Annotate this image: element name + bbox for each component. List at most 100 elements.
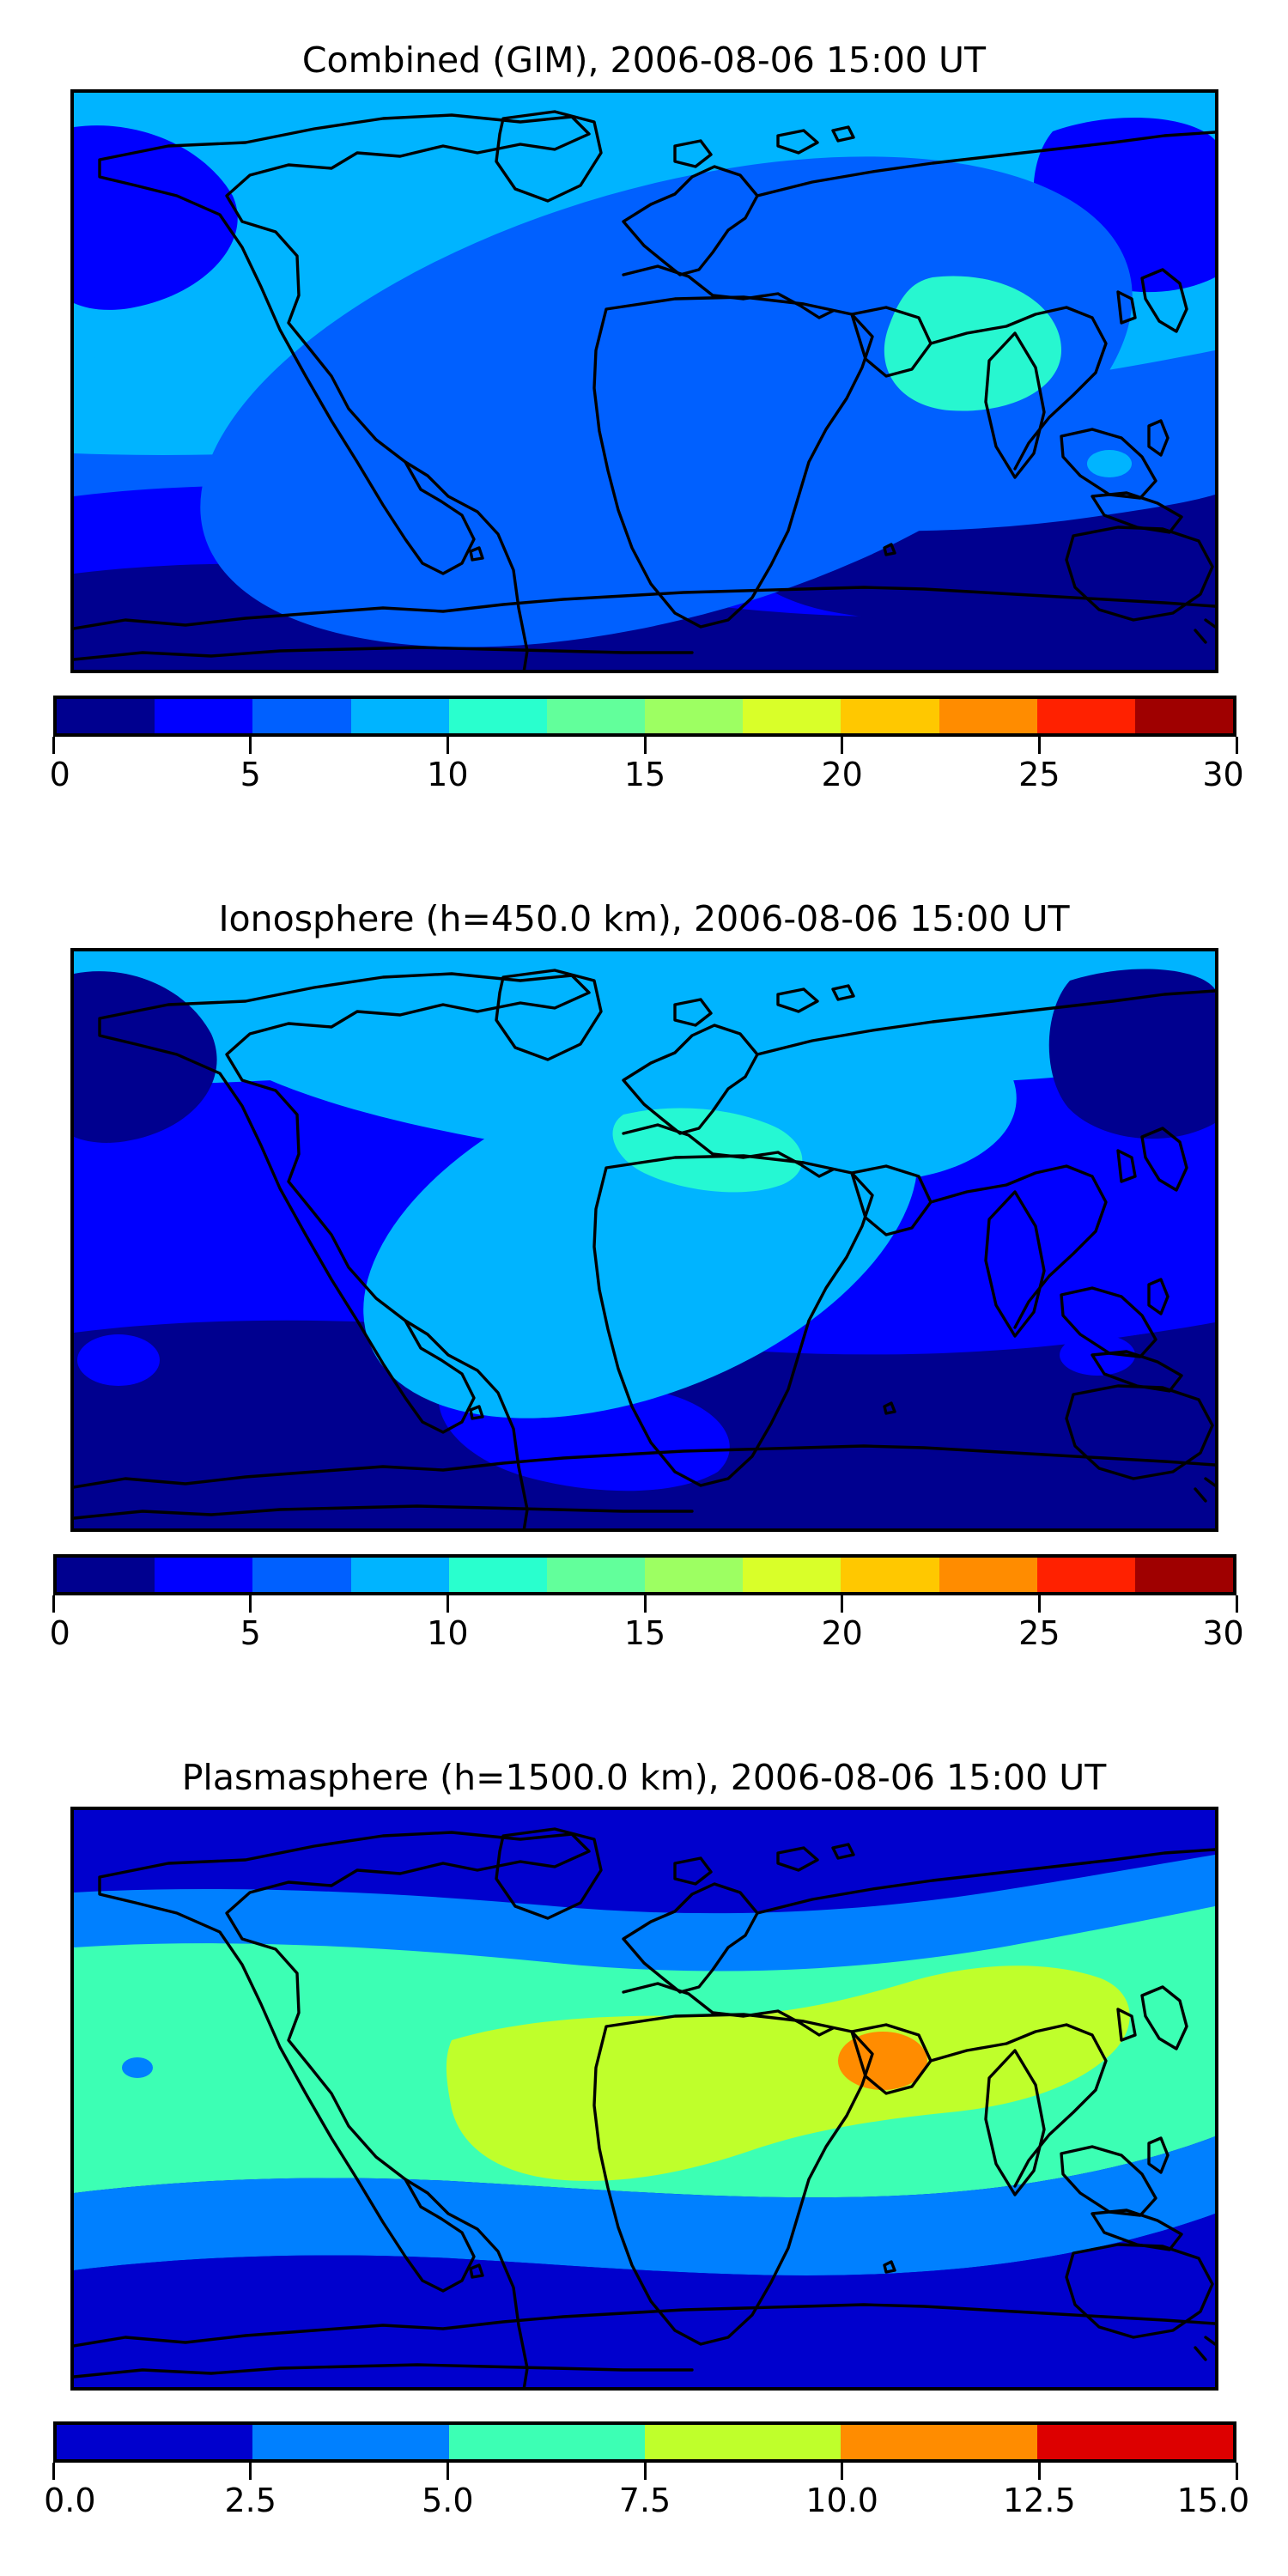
map-ionosphere (70, 948, 1218, 1532)
colorbar-swatch-4 (448, 699, 547, 733)
colorbar-swatch-11 (1134, 699, 1234, 733)
colorbar-swatch-10 (1036, 1558, 1135, 1592)
panel-ionosphere: Ionosphere (h=450.0 km), 2006-08-06 15:0… (0, 898, 1288, 1653)
contour-map-ionosphere (74, 951, 1215, 1528)
colorbar-combined-tick-labels: 0 5 10 15 20 25 30 (49, 756, 1244, 799)
colorbar-swatch-0 (57, 699, 155, 733)
colorbar-swatch-1 (155, 1558, 253, 1592)
colorbar-tick-label-6: 15.0 (1176, 2482, 1250, 2519)
colorbar-combined-swatches (53, 696, 1236, 737)
panel-title-combined: Combined (GIM), 2006-08-06 15:00 UT (301, 39, 987, 81)
coastlines (74, 110, 1215, 670)
colorbar-tick-label-0: 0.0 (44, 2482, 96, 2519)
colorbar-tick-0 (52, 737, 55, 754)
colorbar-swatch-2 (252, 699, 351, 733)
colorbar-tick-5 (1037, 737, 1041, 754)
colorbar-swatch-1 (155, 699, 253, 733)
colorbar-tick-2 (446, 2463, 449, 2480)
colorbar-swatch-6 (645, 1558, 744, 1592)
colorbar-tick-label-6: 30 (1202, 1614, 1244, 1652)
panel-title-ionosphere: Ionosphere (h=450.0 km), 2006-08-06 15:0… (218, 898, 1070, 939)
colorbar-swatch-7 (743, 1558, 841, 1592)
contour-map-plasmasphere (74, 1810, 1215, 2387)
colorbar-swatch-5 (1036, 2425, 1233, 2459)
colorbar-swatch-5 (546, 1558, 646, 1592)
colorbar-swatch-2 (252, 1558, 351, 1592)
colorbar-swatch-3 (350, 699, 449, 733)
colorbar-swatch-0 (57, 2425, 253, 2459)
colorbar-swatch-0 (57, 1558, 155, 1592)
colorbar-tick-label-1: 2.5 (224, 2482, 276, 2519)
colorbar-ionosphere: 0 5 10 15 20 25 30 (49, 1554, 1244, 1657)
colorbar-swatch-6 (645, 699, 744, 733)
colorbar-swatch-10 (1036, 699, 1135, 733)
colorbar-tick-label-4: 20 (821, 756, 863, 793)
colorbar-swatch-3 (350, 1558, 449, 1592)
colorbar-tick-3 (643, 2463, 647, 2480)
colorbar-tick-0 (52, 2463, 55, 2480)
colorbar-tick-label-4: 20 (821, 1614, 863, 1652)
colorbar-tick-label-4: 10.0 (805, 2482, 878, 2519)
colorbar-plasmasphere: 0.0 2.5 5.0 7.5 10.0 12.5 15.0 (44, 2421, 1249, 2524)
colorbar-swatch-3 (644, 2425, 841, 2459)
colorbar-tick-label-3: 7.5 (618, 2482, 671, 2519)
colorbar-tick-label-0: 0 (49, 1614, 70, 1652)
map-plasmasphere (70, 1807, 1218, 2391)
colorbar-tick-2 (446, 737, 449, 754)
colorbar-swatch-9 (939, 1558, 1037, 1592)
colorbar-tick-1 (249, 1595, 252, 1613)
panel-combined: Combined (GIM), 2006-08-06 15:00 UT (0, 39, 1288, 794)
colorbar-plasmasphere-tick-labels: 0.0 2.5 5.0 7.5 10.0 12.5 15.0 (44, 2482, 1249, 2524)
colorbar-tick-label-5: 25 (1018, 756, 1060, 793)
colorbar-ionosphere-ticks (52, 1595, 1238, 1614)
colorbar-tick-label-5: 12.5 (1003, 2482, 1076, 2519)
colorbar-tick-1 (249, 737, 252, 754)
colorbar-swatch-4 (841, 2425, 1037, 2459)
colorbar-tick-3 (643, 737, 647, 754)
colorbar-swatch-7 (743, 699, 841, 733)
colorbar-tick-0 (52, 1595, 55, 1613)
colorbar-swatch-8 (841, 699, 939, 733)
coastlines (74, 1827, 1215, 2387)
colorbar-ionosphere-swatches (53, 1554, 1236, 1595)
panel-title-plasmasphere: Plasmasphere (h=1500.0 km), 2006-08-06 1… (181, 1757, 1107, 1798)
colorbar-swatch-9 (939, 699, 1037, 733)
colorbar-swatch-5 (546, 699, 646, 733)
colorbar-tick-label-2: 10 (427, 1614, 469, 1652)
colorbar-tick-4 (841, 2463, 844, 2480)
colorbar-tick-2 (446, 1595, 449, 1613)
colorbar-tick-label-6: 30 (1202, 756, 1244, 793)
colorbar-tick-5 (1037, 2463, 1041, 2480)
colorbar-plasmasphere-swatches (53, 2421, 1236, 2463)
colorbar-tick-label-2: 10 (427, 756, 469, 793)
colorbar-tick-4 (841, 737, 844, 754)
colorbar-swatch-2 (448, 2425, 645, 2459)
colorbar-combined-ticks (52, 737, 1238, 756)
map-combined (70, 89, 1218, 673)
colorbar-ionosphere-tick-labels: 0 5 10 15 20 25 30 (49, 1614, 1244, 1657)
colorbar-swatch-11 (1134, 1558, 1234, 1592)
colorbar-tick-4 (841, 1595, 844, 1613)
colorbar-tick-1 (249, 2463, 252, 2480)
colorbar-tick-label-3: 15 (623, 1614, 666, 1652)
colorbar-plasmasphere-ticks (52, 2463, 1238, 2482)
panel-plasmasphere: Plasmasphere (h=1500.0 km), 2006-08-06 1… (0, 1757, 1288, 2520)
colorbar-tick-5 (1037, 1595, 1041, 1613)
colorbar-tick-label-2: 5.0 (422, 2482, 474, 2519)
colorbar-tick-label-5: 25 (1018, 1614, 1060, 1652)
colorbar-tick-label-1: 5 (240, 756, 261, 793)
colorbar-tick-label-3: 15 (623, 756, 666, 793)
colorbar-tick-6 (1235, 1595, 1238, 1613)
colorbar-combined: 0 5 10 15 20 25 30 (49, 696, 1244, 799)
coastlines (74, 969, 1215, 1528)
colorbar-swatch-8 (841, 1558, 939, 1592)
colorbar-swatch-1 (252, 2425, 449, 2459)
colorbar-tick-6 (1235, 737, 1238, 754)
colorbar-swatch-4 (448, 1558, 547, 1592)
colorbar-tick-label-1: 5 (240, 1614, 261, 1652)
contour-map-combined (74, 93, 1215, 670)
colorbar-tick-label-0: 0 (49, 756, 70, 793)
colorbar-tick-6 (1235, 2463, 1238, 2480)
colorbar-tick-3 (643, 1595, 647, 1613)
